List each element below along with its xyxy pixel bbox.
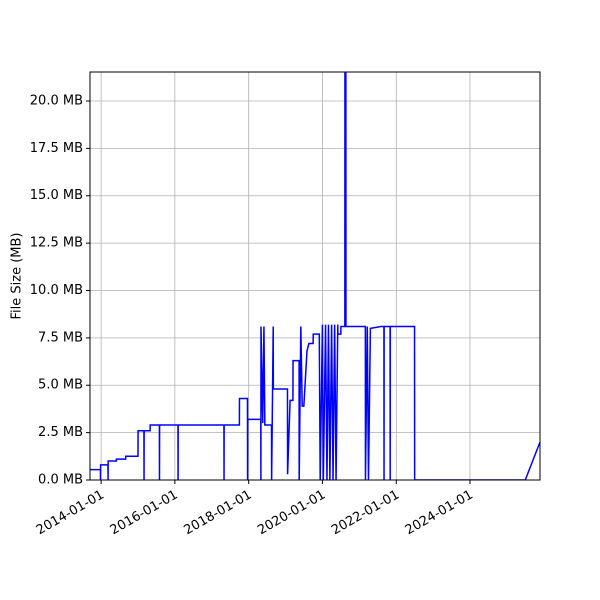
x-tick-label: 2016-01-01	[108, 488, 181, 539]
x-tick-label: 2020-01-01	[255, 488, 328, 539]
y-tick-label: 2.5 MB	[38, 425, 83, 440]
y-tick-label: 5.0 MB	[38, 378, 83, 393]
y-tick-label: 7.5 MB	[38, 330, 83, 345]
y-tick-label: 12.5 MB	[30, 236, 83, 251]
y-tick-label: 15.0 MB	[30, 188, 83, 203]
y-axis-label: File Size (MB)	[10, 233, 25, 320]
line-series	[90, 72, 540, 480]
y-tick-label: 0.0 MB	[38, 473, 83, 488]
y-tick-label: 17.5 MB	[30, 141, 83, 156]
y-tick-label: 10.0 MB	[30, 283, 83, 298]
plot-frame	[89, 71, 541, 481]
y-tick-label: 20.0 MB	[30, 93, 83, 108]
x-tick-label: 2024-01-01	[403, 488, 476, 539]
x-tick-label: 2022-01-01	[329, 488, 402, 539]
x-tick-label: 2014-01-01	[34, 488, 107, 539]
x-tick-label: 2018-01-01	[181, 488, 254, 539]
